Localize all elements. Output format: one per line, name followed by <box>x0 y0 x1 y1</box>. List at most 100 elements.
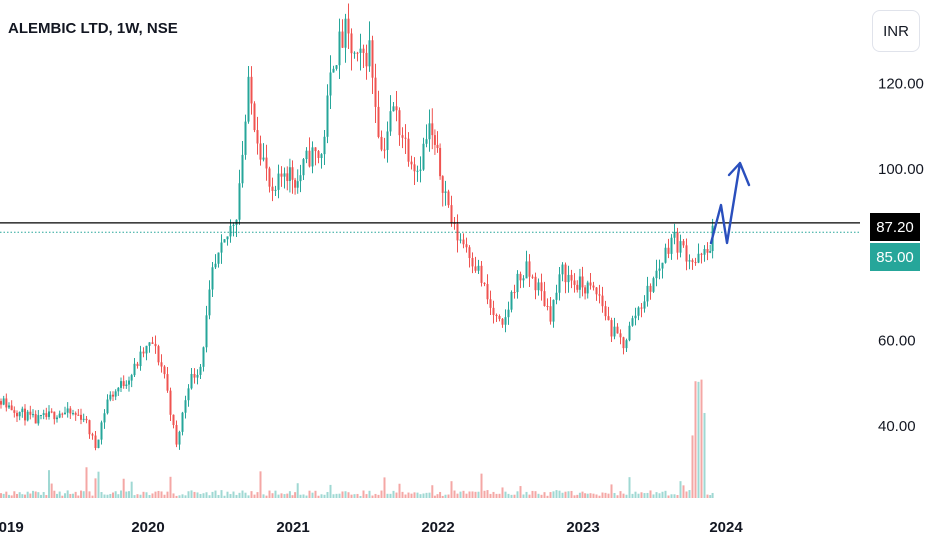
candle <box>77 409 80 416</box>
candle <box>584 285 587 300</box>
volume-bar <box>178 495 181 498</box>
candle <box>610 317 613 343</box>
candle <box>145 345 148 361</box>
candle <box>42 409 45 420</box>
volume-bar <box>682 485 685 498</box>
candle <box>199 364 202 379</box>
volume-bar <box>37 492 40 498</box>
candle <box>501 318 504 328</box>
candle <box>661 262 664 279</box>
candle <box>24 404 26 426</box>
candle <box>489 290 492 316</box>
volume-bar <box>277 494 280 498</box>
volume-bar <box>341 491 344 498</box>
candle <box>117 387 120 396</box>
volume-bar <box>58 491 61 498</box>
volume-bar <box>274 490 277 498</box>
candle <box>667 238 670 259</box>
candle <box>655 259 658 287</box>
candle <box>480 260 483 287</box>
candle <box>169 387 172 422</box>
candle <box>652 276 655 294</box>
volume-bar <box>398 483 401 498</box>
volume-bar <box>661 491 664 498</box>
volume-bar <box>492 491 495 498</box>
volume-bar <box>229 494 232 498</box>
candle <box>128 376 130 392</box>
volume-bar <box>214 490 217 498</box>
candle <box>386 121 389 163</box>
volume-bar <box>425 492 428 498</box>
candle <box>232 222 235 237</box>
candle <box>573 273 576 293</box>
volume-bar <box>320 494 323 498</box>
volume-bar <box>688 490 691 498</box>
candle <box>69 406 72 419</box>
candle <box>66 402 69 418</box>
y-tick-label: 120.00 <box>878 75 924 92</box>
candle <box>570 269 573 289</box>
candle <box>80 408 82 425</box>
volume-bar <box>428 492 431 498</box>
volume-bar <box>259 471 262 498</box>
volume-bar <box>431 485 434 498</box>
volume-bar <box>21 494 24 498</box>
candle <box>694 257 697 266</box>
candle <box>120 377 122 393</box>
volume-bar <box>543 492 546 498</box>
candle <box>299 164 302 193</box>
candle <box>244 114 247 160</box>
candle <box>492 300 495 324</box>
volume-bar <box>106 494 109 498</box>
volume-bar <box>610 484 613 498</box>
candle <box>91 432 94 440</box>
volume-bar <box>564 491 567 498</box>
candle <box>637 306 640 321</box>
candle <box>5 393 8 412</box>
volume-bar <box>655 492 658 498</box>
volume-bar <box>220 490 223 498</box>
candle <box>703 245 706 262</box>
volume-bar <box>507 493 510 498</box>
candle <box>555 284 558 305</box>
volume-bar <box>166 491 169 498</box>
chart-title: ALEMBIC LTD, 1W, NSE <box>8 20 178 37</box>
candle <box>543 281 546 307</box>
volume-bar <box>74 491 77 498</box>
volume-bar <box>664 490 667 498</box>
candle <box>193 368 196 384</box>
candle <box>531 274 534 279</box>
volume-bar <box>232 491 235 498</box>
volume-bar <box>691 435 694 498</box>
y-tick-label: 40.00 <box>878 418 916 435</box>
volume-bar <box>94 478 97 498</box>
candle <box>2 395 5 406</box>
volume-bar <box>637 493 640 498</box>
volume-bar <box>262 494 265 498</box>
volume-bar <box>80 490 82 498</box>
volume-bar <box>114 491 117 498</box>
volume-bar <box>268 490 271 498</box>
volume-bar <box>441 495 444 498</box>
candle <box>664 243 667 264</box>
candle <box>335 65 338 71</box>
candle <box>82 413 85 423</box>
candle <box>507 301 510 325</box>
candle <box>208 280 211 320</box>
volume-bar <box>32 490 34 498</box>
candle <box>410 155 413 170</box>
candle <box>519 271 522 289</box>
volume-bar <box>82 491 85 498</box>
candle <box>16 410 18 423</box>
candle <box>628 321 631 342</box>
candle <box>130 373 133 388</box>
candle <box>356 51 359 62</box>
candle <box>294 177 297 195</box>
currency-button[interactable]: INR <box>872 10 920 52</box>
volume-bar <box>256 492 259 498</box>
candle <box>311 141 314 174</box>
candle <box>48 405 50 420</box>
volume-bar <box>573 495 576 498</box>
candle <box>323 129 326 165</box>
